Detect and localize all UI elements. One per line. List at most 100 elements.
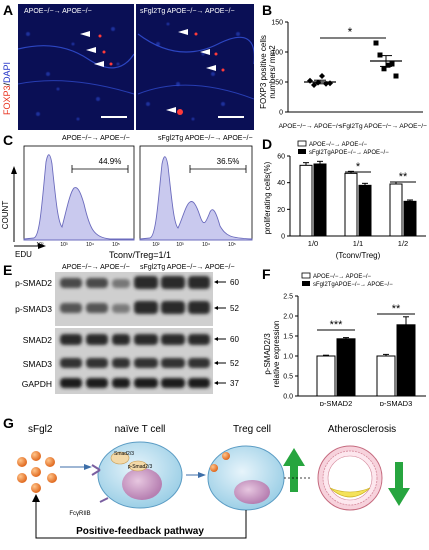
panel-c-right-tick-4: 10⁵ <box>228 242 236 248</box>
panel-b-point <box>393 73 399 79</box>
panel-c-left-pct: 44.9% <box>99 157 122 166</box>
panel-f-legend-swatch-2 <box>302 281 310 286</box>
panel-b-point <box>377 52 383 58</box>
panel-d-xtick-label: 1/0 <box>308 239 318 248</box>
panel-g-psmad: p-Smad2/3 <box>128 464 153 470</box>
panel-e-row-label-1: p-SMAD2 <box>15 278 52 288</box>
panel-f-legend-2: sFgl2TgAPOE−/−→ APOE−/− <box>313 282 393 288</box>
panel-b-marks <box>304 37 402 88</box>
panel-b-ytick-label-1: 50 <box>275 80 283 87</box>
panel-c-right-label: sFgl2Tg APOE−/−→ APOE−/− <box>158 135 253 142</box>
panel-d-xtick-label: 1/2 <box>398 239 408 248</box>
panel-b-point <box>389 61 395 67</box>
panel-d-sig-mark: * <box>356 161 361 173</box>
panel-g-sfgl2-label: sFgl2 <box>28 424 53 435</box>
panel-f-chart: 0.0 0.5 1.0 1.5 2.0 2.5 p-SMAD2 *** p-SMAD3 ** p… <box>263 272 426 406</box>
panel-e-kda-3: 60 <box>230 335 239 344</box>
panel-f-ytick-label-3: 1.5 <box>283 334 293 341</box>
panel-a-micrograph <box>17 4 255 130</box>
panel-d-ytick-label-0: 0 <box>281 234 285 241</box>
panel-g-feedback-label: Positive-feedback pathway <box>76 526 204 537</box>
panel-b-axes: 0 50 100 150 <box>271 20 423 117</box>
panel-f-legend-1: APOE−/−→ APOE−/− <box>313 274 372 280</box>
panel-e-letter: E <box>3 262 13 278</box>
panel-b-xlabel-2: sFgl2Tg APOE−/−→ APOE−/− <box>339 123 427 130</box>
panel-c-ratio: Tconv/Treg=1/1 <box>109 250 171 260</box>
panel-b-ytick-label-2: 100 <box>271 50 283 57</box>
panel-b-ylabel-1: FOXP3 positive cells <box>259 35 268 109</box>
panel-f-xtick-label: p-SMAD2 <box>320 399 353 406</box>
panel-e-kda-5: 37 <box>230 379 239 388</box>
panel-e-row-label-5: GAPDH <box>22 379 52 389</box>
panel-d-bar <box>344 172 358 237</box>
panel-e-row-label-3: SMAD2 <box>23 335 53 345</box>
panel-d-legend-swatch-2 <box>298 149 306 154</box>
panel-e-left-label: APOE−/−→ APOE−/− <box>62 264 130 271</box>
panel-d-letter: D <box>262 136 273 152</box>
foxp3-label: FOXP3 <box>2 85 12 115</box>
panel-d-axes: 0 20 40 60 <box>277 154 426 241</box>
panel-d-legend-swatch-1 <box>297 140 307 147</box>
panel-c-right-pct: 36.5% <box>217 157 240 166</box>
panel-f-ylabel-1: p-SMAD2/3 <box>263 333 272 375</box>
panel-c-left-label: APOE−/−→ APOE−/− <box>62 135 130 142</box>
panel-d-ytick-label-1: 20 <box>277 207 285 214</box>
panel-a-letter: A <box>3 2 14 18</box>
panel-f-ylabel-2: relative expression <box>272 321 281 388</box>
panel-d-xlabel: (Tconv/Treg) <box>336 251 381 260</box>
panel-d-bar <box>403 200 417 237</box>
panel-f-legend-swatch-1 <box>301 272 311 279</box>
panel-b-letter: B <box>262 2 273 18</box>
panel-d-xtick-label: 1/1 <box>353 239 363 248</box>
panel-e-kda-4: 52 <box>230 359 239 368</box>
panel-c-letter: C <box>3 132 14 148</box>
panel-g-naive-label: naïve T cell <box>115 424 166 435</box>
panel-g-athero-label: Atherosclerosis <box>328 424 396 435</box>
panel-f-bar <box>316 355 336 397</box>
panel-b-ytick-label-0: 0 <box>279 110 283 117</box>
panel-a-left-label: APOE−/−→ APOE−/− <box>24 8 92 15</box>
panel-c-xlabel: EDU <box>15 250 32 259</box>
panel-g-letter: G <box>3 415 14 431</box>
panel-d-legend-1: APOE−/−→ APOE−/− <box>309 142 368 148</box>
panel-d-ylabel: proliferating cells(%) <box>263 161 272 234</box>
panel-e-kda-2: 52 <box>230 304 239 313</box>
panel-e-western-blot: p-SMAD2 p-SMAD3 SMAD2 SMAD3 GAPDH 60 52 … <box>15 272 239 394</box>
panel-d-bar <box>389 183 403 237</box>
panel-f-ytick-label-2: 1.0 <box>283 354 293 361</box>
panel-c-ylabel: COUNT <box>1 201 10 230</box>
panel-f-bar <box>336 338 356 397</box>
panel-e-row-label-2: p-SMAD3 <box>15 304 52 314</box>
panel-e-right-label: sFgl2Tg APOE−/−→ APOE−/− <box>140 264 235 271</box>
down-arrow-icon <box>388 462 410 506</box>
panel-f-bar <box>376 355 396 397</box>
panel-a-stain-label: FOXP3/DAPI <box>2 20 16 120</box>
panel-f-letter: F <box>262 266 271 282</box>
panel-d-bar <box>358 184 372 237</box>
panel-f-sig-mark: ** <box>392 303 401 315</box>
panel-b-point <box>319 73 325 79</box>
panel-b-point <box>327 80 333 87</box>
panel-d-bar <box>313 163 327 237</box>
panel-b-ytick-label-3: 150 <box>271 20 283 27</box>
dapi-label: DAPI <box>2 61 12 83</box>
panel-f-ytick-label-5: 2.5 <box>283 294 293 301</box>
panel-c-right-tick-3: 10⁴ <box>202 242 210 248</box>
panel-c-left-tick-1: 10² <box>36 242 44 248</box>
panel-f-sig-mark: *** <box>330 319 344 331</box>
panel-f-marks: p-SMAD2 *** p-SMAD3 ** <box>316 303 416 406</box>
panel-b-point <box>373 40 379 46</box>
panel-f-ytick-label-4: 2.0 <box>283 314 293 321</box>
panel-e-row-label-4: SMAD3 <box>23 359 53 369</box>
panel-c-histograms: COUNT EDU 44.9% 10² 10³ 10⁴ 10⁵ 36.5% 10… <box>1 145 253 260</box>
panel-b-significance: * <box>348 25 353 39</box>
panel-g-smad: Smad2/3 <box>114 451 134 457</box>
panel-g-schematic: sFgl2 naïve T cell Smad2/3 p-Smad2/3 Fcγ… <box>17 424 410 539</box>
panel-c-left-tick-3: 10⁴ <box>86 242 94 248</box>
panel-b-xlabel-1: APOE−/−→ APOE−/− <box>279 123 342 130</box>
up-arrow-icon <box>283 448 305 492</box>
panel-a-right-label: sFgl2Tg APOE−/−→ APOE−/− <box>140 8 235 15</box>
panel-g-treg-label: Treg cell <box>233 424 271 435</box>
panel-f-bar <box>396 324 416 397</box>
panel-f-ytick-label-0: 0.0 <box>283 394 293 401</box>
